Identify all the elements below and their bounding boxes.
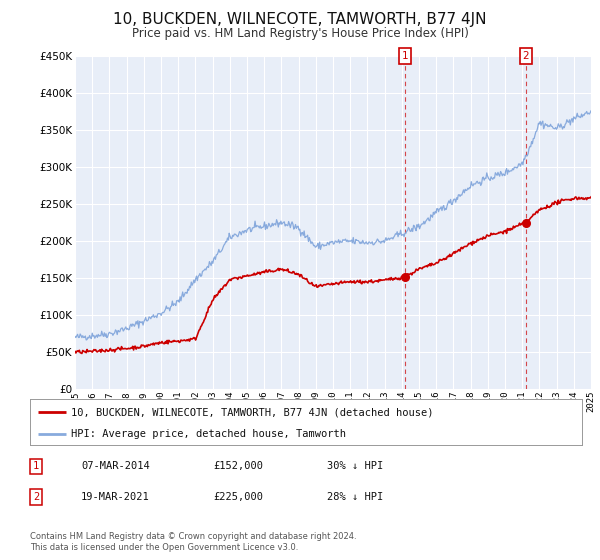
Text: HPI: Average price, detached house, Tamworth: HPI: Average price, detached house, Tamw… — [71, 429, 346, 438]
Text: 28% ↓ HPI: 28% ↓ HPI — [327, 492, 383, 502]
Text: Contains HM Land Registry data © Crown copyright and database right 2024.: Contains HM Land Registry data © Crown c… — [30, 532, 356, 541]
Text: This data is licensed under the Open Government Licence v3.0.: This data is licensed under the Open Gov… — [30, 543, 298, 552]
Text: 2: 2 — [33, 492, 39, 502]
Text: 1: 1 — [401, 51, 408, 61]
Text: Price paid vs. HM Land Registry's House Price Index (HPI): Price paid vs. HM Land Registry's House … — [131, 27, 469, 40]
Text: £152,000: £152,000 — [213, 461, 263, 472]
Text: £225,000: £225,000 — [213, 492, 263, 502]
Text: 1: 1 — [33, 461, 39, 472]
Text: 10, BUCKDEN, WILNECOTE, TAMWORTH, B77 4JN (detached house): 10, BUCKDEN, WILNECOTE, TAMWORTH, B77 4J… — [71, 407, 434, 417]
Text: 07-MAR-2014: 07-MAR-2014 — [81, 461, 150, 472]
Text: 19-MAR-2021: 19-MAR-2021 — [81, 492, 150, 502]
Text: 2: 2 — [523, 51, 529, 61]
Text: 30% ↓ HPI: 30% ↓ HPI — [327, 461, 383, 472]
Text: 10, BUCKDEN, WILNECOTE, TAMWORTH, B77 4JN: 10, BUCKDEN, WILNECOTE, TAMWORTH, B77 4J… — [113, 12, 487, 27]
